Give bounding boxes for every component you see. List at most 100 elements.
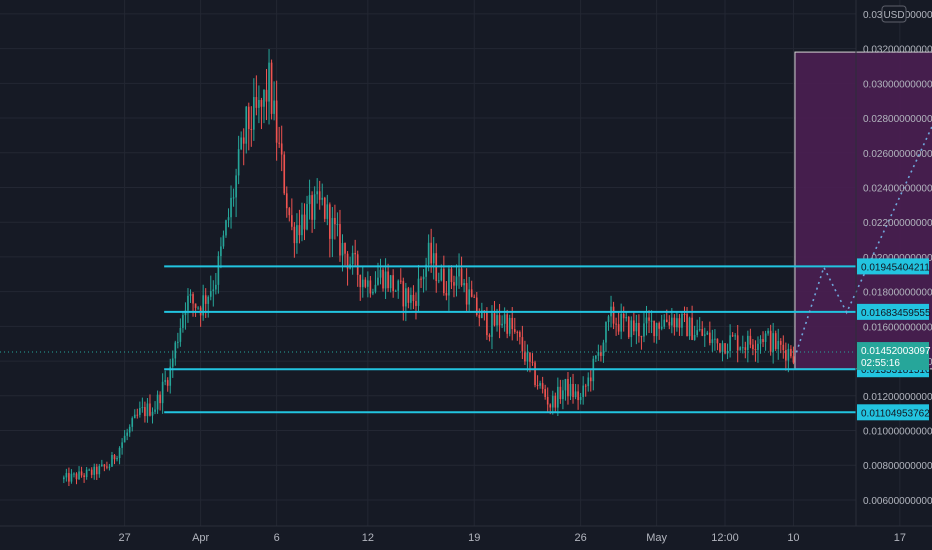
candle-body (536, 385, 539, 387)
candle-body (455, 276, 458, 286)
candle-body (182, 315, 184, 328)
candle-body (113, 455, 116, 460)
candle-body (513, 329, 516, 332)
candle-body (202, 295, 204, 316)
candle-body (230, 197, 232, 218)
candle-body (209, 291, 212, 297)
y-tick-label: 0.00600000000 (863, 496, 932, 507)
candle-body (222, 235, 225, 247)
candle-body (75, 473, 78, 480)
candle-body (458, 268, 460, 277)
currency-badge-box (881, 5, 907, 23)
candle-body (693, 335, 696, 340)
candle-body (736, 335, 739, 351)
candle-body (285, 193, 288, 209)
candle-body (790, 348, 792, 357)
candle-body (443, 268, 445, 294)
candle-body (177, 341, 179, 343)
candle-body (777, 341, 780, 350)
candle-body (779, 341, 782, 345)
candle-body (676, 318, 678, 328)
candle-body (367, 280, 369, 287)
candle-body (359, 274, 362, 288)
candle-body (220, 246, 222, 257)
x-tick-label: 12 (362, 532, 374, 544)
y-tick-label: 0.01600000000 (863, 322, 932, 333)
y-tick-label: 0.03200000000 (863, 45, 932, 56)
candle-body (149, 403, 151, 416)
candle-body (589, 377, 592, 382)
candle-body (306, 204, 308, 230)
candle-body (258, 99, 260, 108)
candle-body (139, 408, 141, 415)
candle-body (686, 314, 688, 337)
candle-body (268, 62, 270, 102)
candle-body (787, 348, 790, 361)
candle-body (240, 137, 242, 150)
candle-body (169, 366, 172, 386)
candle-body (321, 197, 324, 200)
candle-body (557, 386, 559, 408)
candle-body (95, 466, 98, 475)
candle-body (668, 321, 671, 326)
candle-body (344, 243, 346, 254)
candle-body (762, 339, 764, 342)
level-price-tag (857, 258, 929, 275)
candle-body (709, 332, 711, 344)
candle-body (759, 339, 762, 344)
candle-body (660, 326, 663, 329)
projection-box[interactable] (794, 51, 932, 370)
time-axis[interactable]: 27 Apr 6 12 19 26 May 12:00 10 17 (119, 532, 906, 544)
candle-body (187, 295, 189, 311)
candle-body (688, 317, 691, 337)
candle-body (103, 464, 106, 467)
candle-body (166, 380, 169, 386)
candle-body (298, 225, 301, 236)
candle-body (78, 471, 80, 480)
candle-body (519, 332, 521, 338)
candle-body (569, 383, 572, 397)
candle-body (437, 280, 440, 282)
candle-body (503, 314, 506, 324)
candle-body (387, 271, 389, 289)
candle-body (607, 316, 610, 322)
candle-body (215, 284, 217, 290)
candle-body (427, 242, 430, 265)
candle-body (744, 347, 747, 351)
x-tick-label: 12:00 (711, 532, 739, 544)
candle-body (729, 335, 731, 352)
candle-body (579, 396, 582, 401)
candle-body (678, 318, 681, 328)
candle-body (336, 224, 339, 226)
candle-body (402, 281, 405, 307)
candle-body (397, 280, 400, 291)
candle-body (326, 204, 329, 219)
candle-body (541, 383, 544, 390)
candle-body (432, 253, 435, 264)
candle-body (749, 335, 752, 345)
candle-body (440, 268, 443, 281)
candle-body (247, 106, 250, 129)
projected-path[interactable] (795, 64, 932, 353)
candle-body (785, 350, 787, 361)
candle-body (232, 197, 235, 199)
candle-body (98, 466, 101, 475)
y-tick-label: 0.02400000000 (863, 183, 932, 194)
candle-body (617, 324, 620, 332)
candle-body (108, 466, 111, 468)
candle-body (747, 335, 749, 351)
y-tick-label: 0.01000000000 (863, 427, 932, 438)
candle-body (329, 204, 331, 239)
candle-body (141, 407, 144, 409)
currency-badge[interactable]: USD (881, 5, 907, 23)
candle-body (602, 342, 605, 356)
candle-body (698, 329, 701, 331)
candle-body (93, 466, 96, 475)
y-tick-label: 0.02800000000 (863, 114, 932, 125)
candle-body (551, 395, 554, 408)
candle-body (584, 385, 587, 387)
current-price-tag (857, 342, 929, 371)
candle-body (303, 214, 306, 230)
